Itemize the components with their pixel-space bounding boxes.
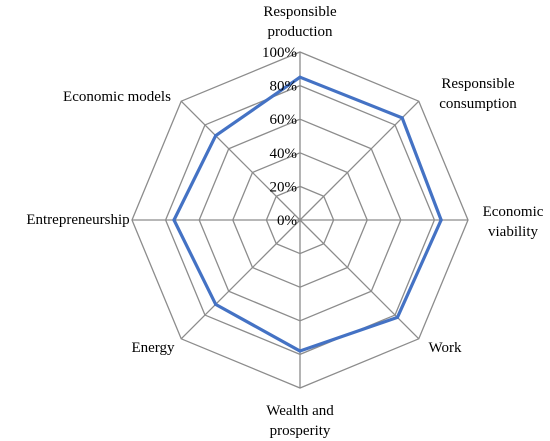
spoke-5 <box>180 219 301 340</box>
data-point-1 <box>400 116 404 120</box>
data-point-2 <box>439 218 443 222</box>
axis-label-7: Economic models <box>63 89 171 105</box>
tick-labels: 0% 20% 40% 60% 80% 100% <box>262 45 297 229</box>
tick-label-60pct: 60% <box>270 112 298 128</box>
tick-label-100pct: 100% <box>262 45 297 61</box>
axis-label-0: Responsible production <box>263 4 337 40</box>
data-point-5 <box>214 302 218 306</box>
data-point-3 <box>395 315 400 320</box>
data-point-7 <box>214 134 218 138</box>
data-point-4 <box>298 349 302 353</box>
grid-layer <box>131 51 469 389</box>
data-point-0 <box>298 75 302 79</box>
spoke-7 <box>180 100 301 221</box>
series-layer <box>172 75 443 353</box>
axis-labels: Responsible production Responsible consumpt… <box>26 4 543 439</box>
tick-label-80pct: 80% <box>270 79 298 95</box>
tick-label-20pct: 20% <box>270 179 298 195</box>
axis-label-3: Work <box>429 340 462 356</box>
axis-label-6: Entrepreneurship <box>26 212 129 228</box>
spoke-3 <box>299 219 420 340</box>
spoke-1 <box>299 100 420 221</box>
tick-label-40pct: 40% <box>270 146 298 162</box>
axis-label-5: Energy <box>131 340 175 356</box>
tick-label-0pct: 0% <box>277 213 297 229</box>
axis-label-2: Economic viability <box>483 204 544 240</box>
data-point-6 <box>172 218 176 222</box>
axis-label-1: Responsible consumption <box>439 76 517 112</box>
axis-label-4: Wealth and prosperity <box>266 403 334 439</box>
